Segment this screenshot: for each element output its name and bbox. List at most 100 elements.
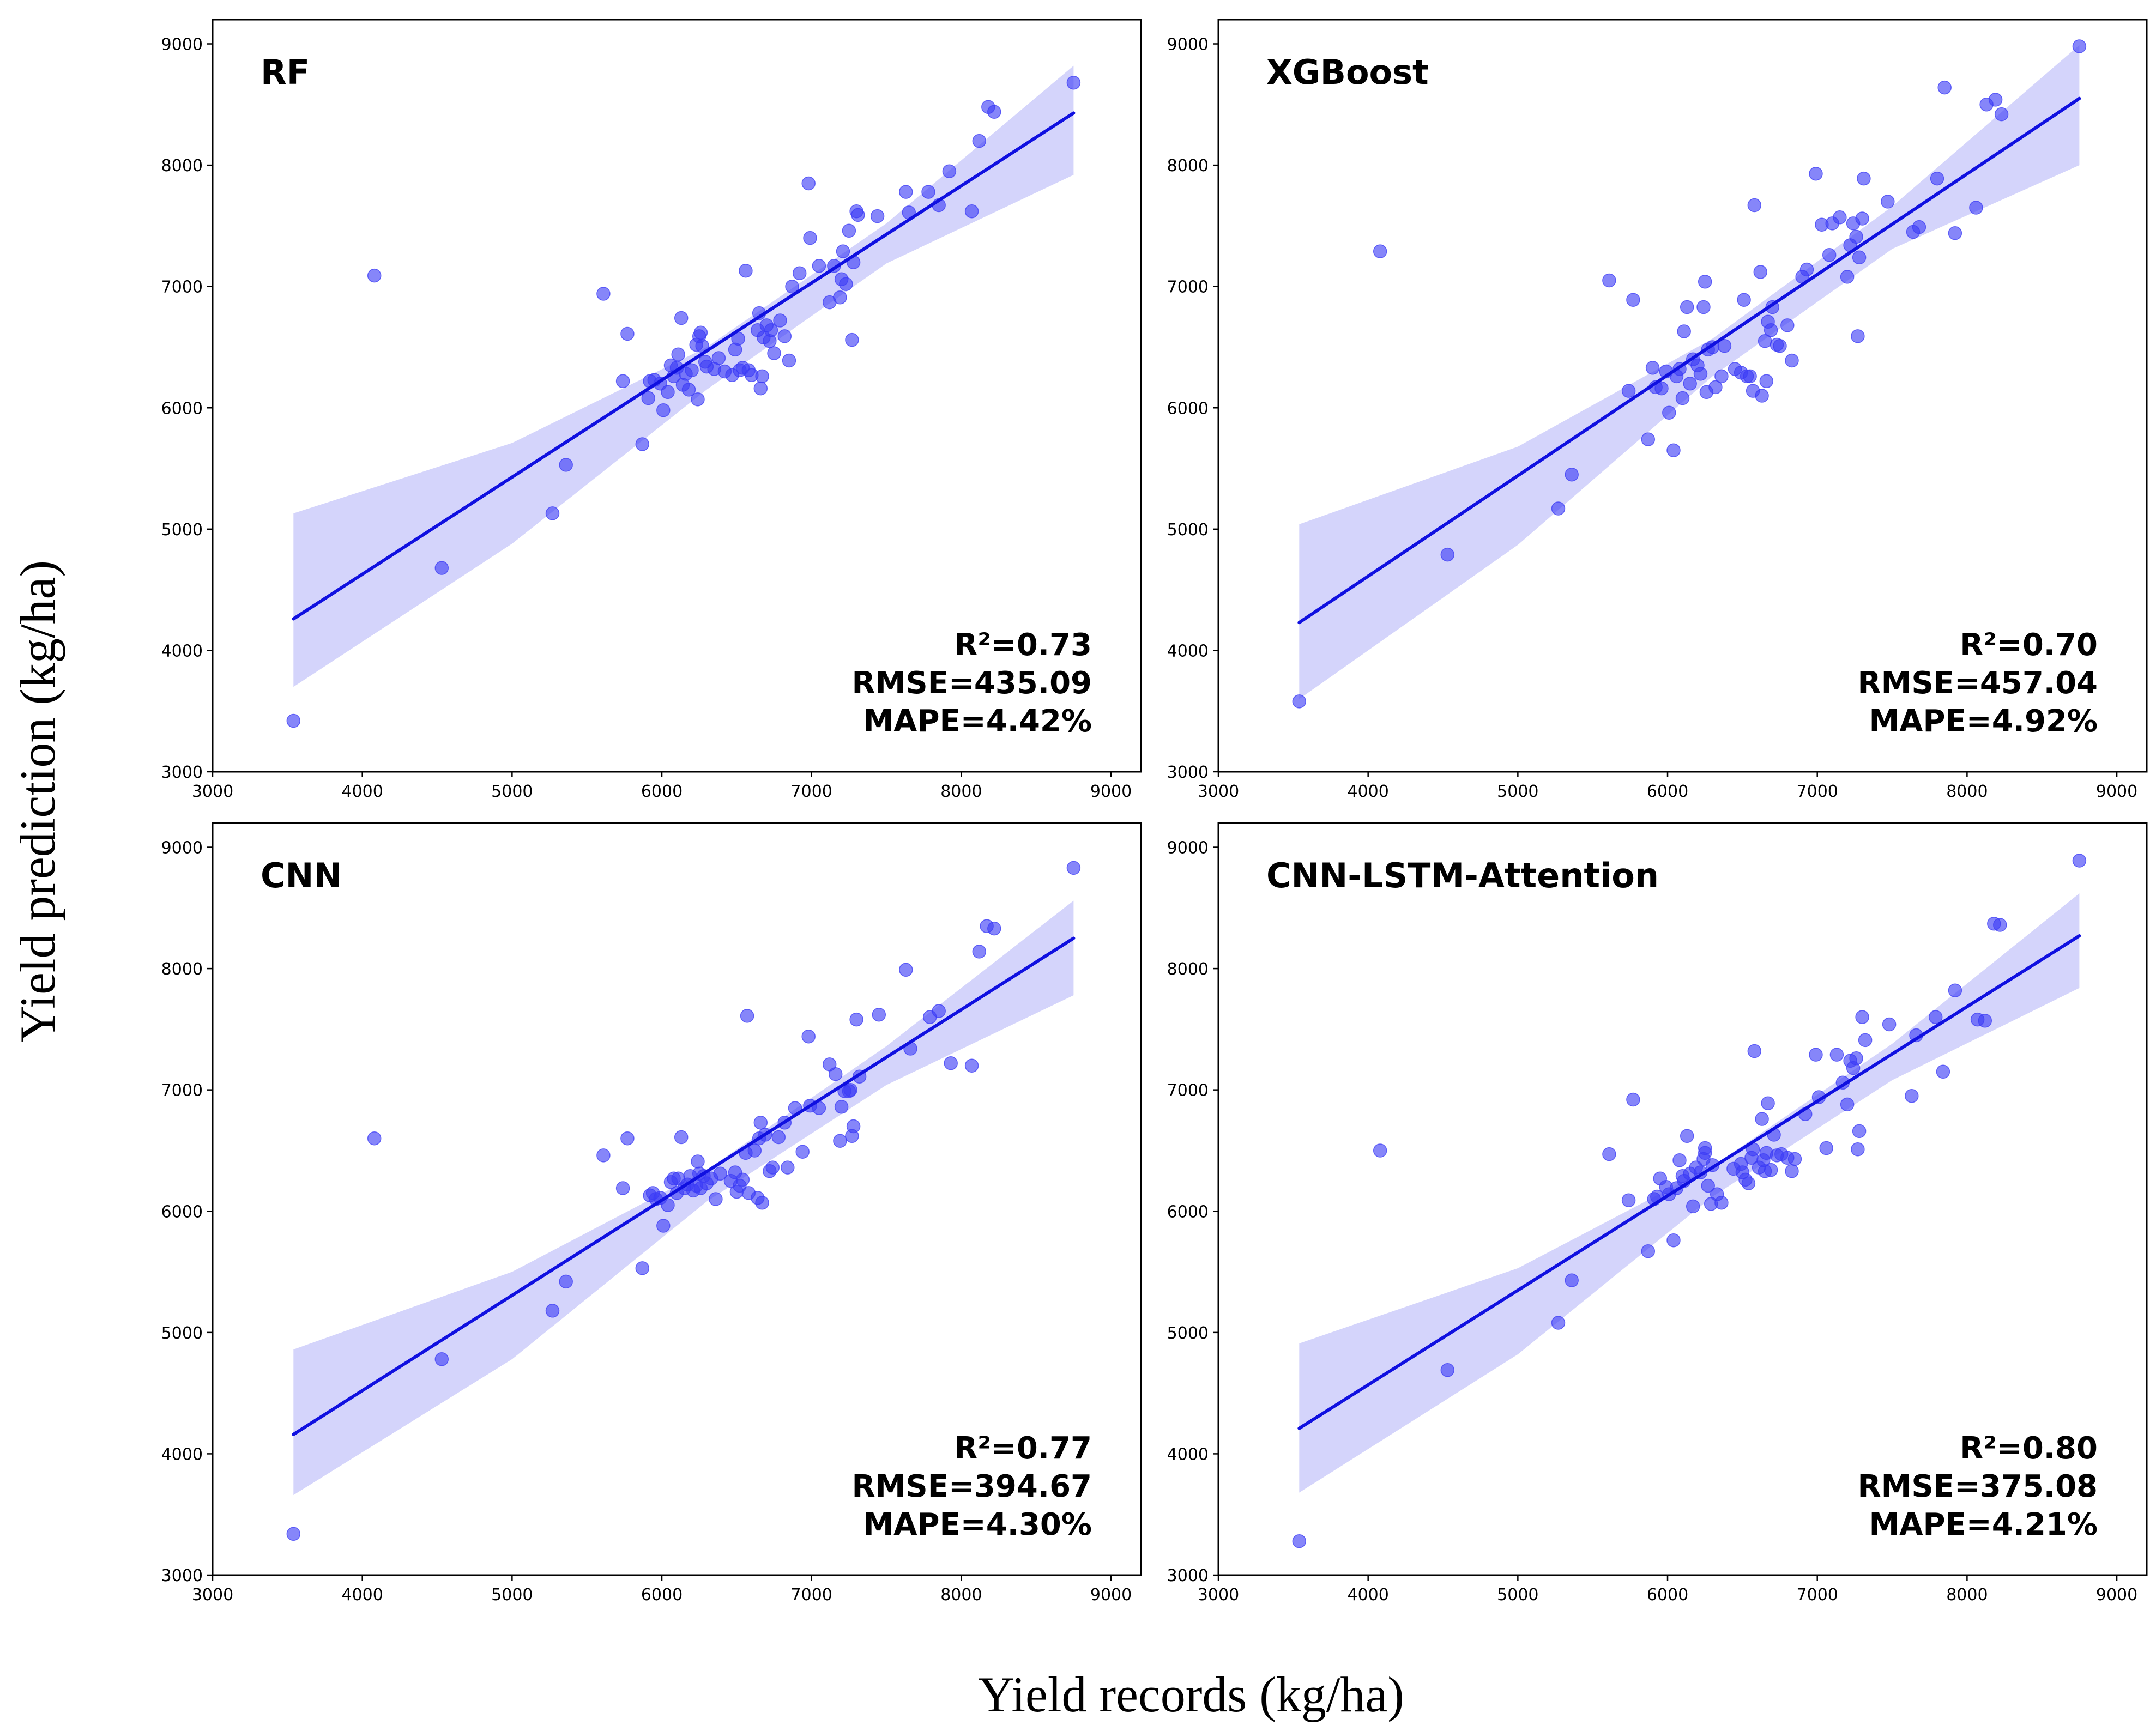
metric-rmse: RMSE=394.67 [852, 1469, 1092, 1504]
data-point [1840, 1097, 1855, 1112]
plot-frame [212, 19, 1142, 773]
data-point [685, 363, 699, 378]
data-point [828, 1067, 843, 1081]
plot-frame [1217, 822, 2148, 1576]
data-point [596, 1148, 611, 1163]
data-point [1852, 1124, 1867, 1139]
y-tick-label: 9000 [161, 35, 203, 55]
data-point [801, 1029, 816, 1044]
data-point [1621, 1193, 1636, 1207]
x-tick-label: 7000 [791, 782, 832, 801]
metric-r2: R²=0.73 [954, 627, 1092, 663]
data-point [545, 506, 560, 520]
data-point [1912, 220, 1926, 234]
data-point [1799, 262, 1814, 277]
data-point [1840, 270, 1855, 284]
data-point [656, 403, 671, 417]
data-point [771, 1130, 786, 1145]
data-point [1833, 210, 1847, 225]
data-point [1743, 369, 1757, 384]
x-tick-label: 8000 [1946, 1585, 1988, 1605]
data-point [1937, 80, 1952, 95]
y-tick-label: 5000 [161, 520, 203, 540]
y-tick-label: 5000 [1167, 520, 1209, 540]
x-tick-label: 3000 [192, 782, 233, 801]
data-point [1857, 171, 1871, 186]
data-point [641, 391, 656, 405]
data-point [1602, 1147, 1616, 1161]
data-point [1787, 1152, 1802, 1166]
data-point [1928, 1010, 1943, 1024]
data-point [1882, 1017, 1897, 1032]
data-point [1672, 1153, 1687, 1167]
x-tick-label: 3000 [1198, 1585, 1239, 1605]
data-point [1602, 273, 1616, 288]
data-point [1551, 1316, 1566, 1330]
data-point [434, 1352, 449, 1366]
panels: 3000 4000 5000 6000 7000 8000 9000 3000 4000 5000… [161, 19, 2148, 1605]
panel-1: 3000 4000 5000 6000 7000 8000 9000 3000 4000 5000… [161, 19, 1142, 801]
y-tick-label: 3000 [1167, 763, 1209, 782]
data-point [1621, 384, 1636, 398]
metric-mape: MAPE=4.92% [1869, 704, 2098, 739]
data-point [1755, 389, 1769, 403]
y-axis-label: Yield prediction (kg/ha) [10, 560, 65, 1042]
data-point [1662, 405, 1676, 420]
data-point [739, 263, 753, 278]
metric-r2: R²=0.80 [1960, 1431, 2098, 1466]
data-point [1881, 195, 1895, 209]
data-point [987, 105, 1001, 119]
data-point [635, 1261, 650, 1275]
data-point [964, 1058, 979, 1073]
metric-mape: MAPE=4.30% [863, 1507, 1092, 1542]
data-point [987, 921, 1001, 936]
y-tick-label: 7000 [1167, 278, 1209, 297]
data-point [559, 1274, 573, 1289]
data-point [681, 383, 696, 397]
data-point [709, 1192, 723, 1206]
data-point [921, 185, 935, 199]
data-point [1849, 229, 1863, 244]
data-point [972, 945, 987, 959]
x-tick-label: 9000 [2096, 782, 2137, 801]
data-point [367, 268, 382, 283]
data-point [1969, 201, 1983, 215]
data-point [1764, 323, 1778, 337]
data-point [1666, 1233, 1681, 1248]
data-point [1565, 1273, 1579, 1287]
data-point [753, 381, 768, 396]
data-point [899, 185, 913, 199]
data-point [1440, 1363, 1455, 1377]
data-point [1626, 1092, 1640, 1107]
data-point [1993, 918, 2007, 932]
data-point [661, 1198, 675, 1212]
y-tick-label: 4000 [161, 1445, 203, 1464]
data-point [1686, 1199, 1700, 1214]
y-tick-label: 7000 [1167, 1081, 1209, 1100]
data-point [367, 1131, 382, 1146]
y-tick-label: 8000 [161, 156, 203, 175]
data-point [674, 311, 689, 325]
data-point [434, 561, 449, 575]
x-tick-label: 7000 [791, 1585, 832, 1605]
data-point [1717, 338, 1732, 353]
data-point [1948, 983, 1962, 997]
data-point [836, 244, 850, 258]
data-point [693, 325, 708, 340]
data-point [845, 332, 859, 347]
data-point [1809, 166, 1823, 181]
data-point [755, 1195, 769, 1210]
y-tick-label: 9000 [1167, 839, 1209, 858]
data-point [559, 458, 573, 472]
x-tick-label: 5000 [491, 782, 533, 801]
data-point [1855, 1010, 1869, 1024]
data-point [1551, 501, 1566, 516]
data-point [944, 1056, 958, 1070]
panel-3: 3000 4000 5000 6000 7000 8000 9000 3000 4000 5000… [161, 822, 1142, 1605]
regression-line [292, 936, 1076, 1436]
x-axis-label: Yield records (kg/ha) [978, 1667, 1404, 1722]
data-point [1626, 293, 1640, 307]
x-tick-label: 8000 [1946, 782, 1988, 801]
data-point [1565, 467, 1579, 482]
data-point [1683, 376, 1697, 391]
